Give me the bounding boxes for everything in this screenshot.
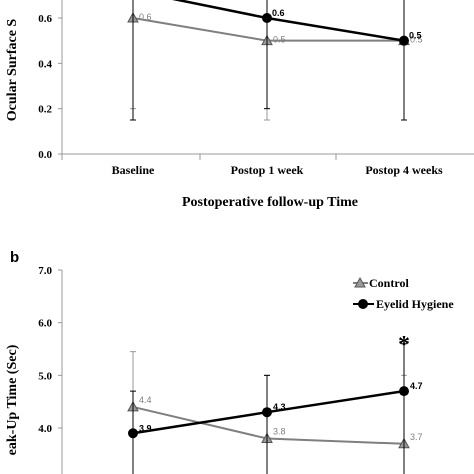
- chart-panel-b: b eak-Up Time (Sec) Control Eyelid Hygie…: [5, 249, 454, 474]
- panel-b-y-axis-title: eak-Up Time (Sec): [5, 344, 20, 455]
- panel-a-eyelid-point: [399, 35, 409, 46]
- panel-b-control-data-label: 4.4: [139, 395, 152, 405]
- panel-b-y-tick-label: 4.0: [38, 423, 52, 435]
- legend-eyelid-label: Eyelid Hygiene: [376, 297, 454, 311]
- chart-panel-a: Ocular Surface S Postoperative follow-up…: [5, 0, 474, 210]
- panel-a-y-axis-title: Ocular Surface S: [5, 19, 20, 122]
- panel-b-eyelid-data-label: 3.9: [139, 423, 152, 433]
- panel-b-eyelid-data-label: 4.3: [273, 402, 286, 412]
- panel-a-control-data-label: 0.5: [410, 35, 423, 45]
- panel-b-y-tick-label: 5.0: [38, 370, 52, 382]
- panel-a-eyelid-data-label: 0.5: [409, 31, 422, 41]
- panel-a-y-tick-label: 0.2: [38, 104, 52, 116]
- panel-a-x-tick-label: Postop 4 weeks: [365, 163, 443, 177]
- panel-b-eyelid-data-label: 4.7: [410, 381, 423, 391]
- panel-b-control-data-label: 3.7: [410, 432, 423, 442]
- panel-a-control-data-label: 0.6: [139, 12, 152, 22]
- panel-a-eyelid-point: [262, 13, 272, 23]
- panel-b-legend: Control Eyelid Hygiene: [353, 276, 454, 311]
- panel-b-label: b: [10, 249, 19, 266]
- panel-a-control-data-label: 0.5: [273, 35, 286, 45]
- panel-a-x-axis-title: Postoperative follow-up Time: [182, 195, 358, 210]
- panel-a-y-tick-label: 0.0: [38, 149, 52, 161]
- legend-control-marker: [354, 276, 366, 288]
- panel-a-y-tick-label: 0.6: [38, 13, 52, 25]
- panel-a-y-tick-label: 0.4: [38, 58, 52, 70]
- panel-a-x-tick-label: Baseline: [112, 163, 155, 177]
- panel-b-eyelid-point: [128, 428, 138, 439]
- legend-eyelid-marker: [358, 299, 368, 309]
- panel-b-eyelid-point: [399, 386, 409, 397]
- panel-b-control-data-label: 3.8: [273, 427, 286, 437]
- panel-b-y-tick-label: 6.0: [38, 318, 52, 330]
- legend-control-label: Control: [369, 276, 409, 290]
- panel-b-eyelid-point: [262, 407, 272, 418]
- panel-a-x-tick-label: Postop 1 week: [231, 163, 304, 177]
- panel-b-y-tick-label: 7.0: [38, 265, 52, 277]
- panel-a-eyelid-data-label: 0.6: [272, 8, 285, 18]
